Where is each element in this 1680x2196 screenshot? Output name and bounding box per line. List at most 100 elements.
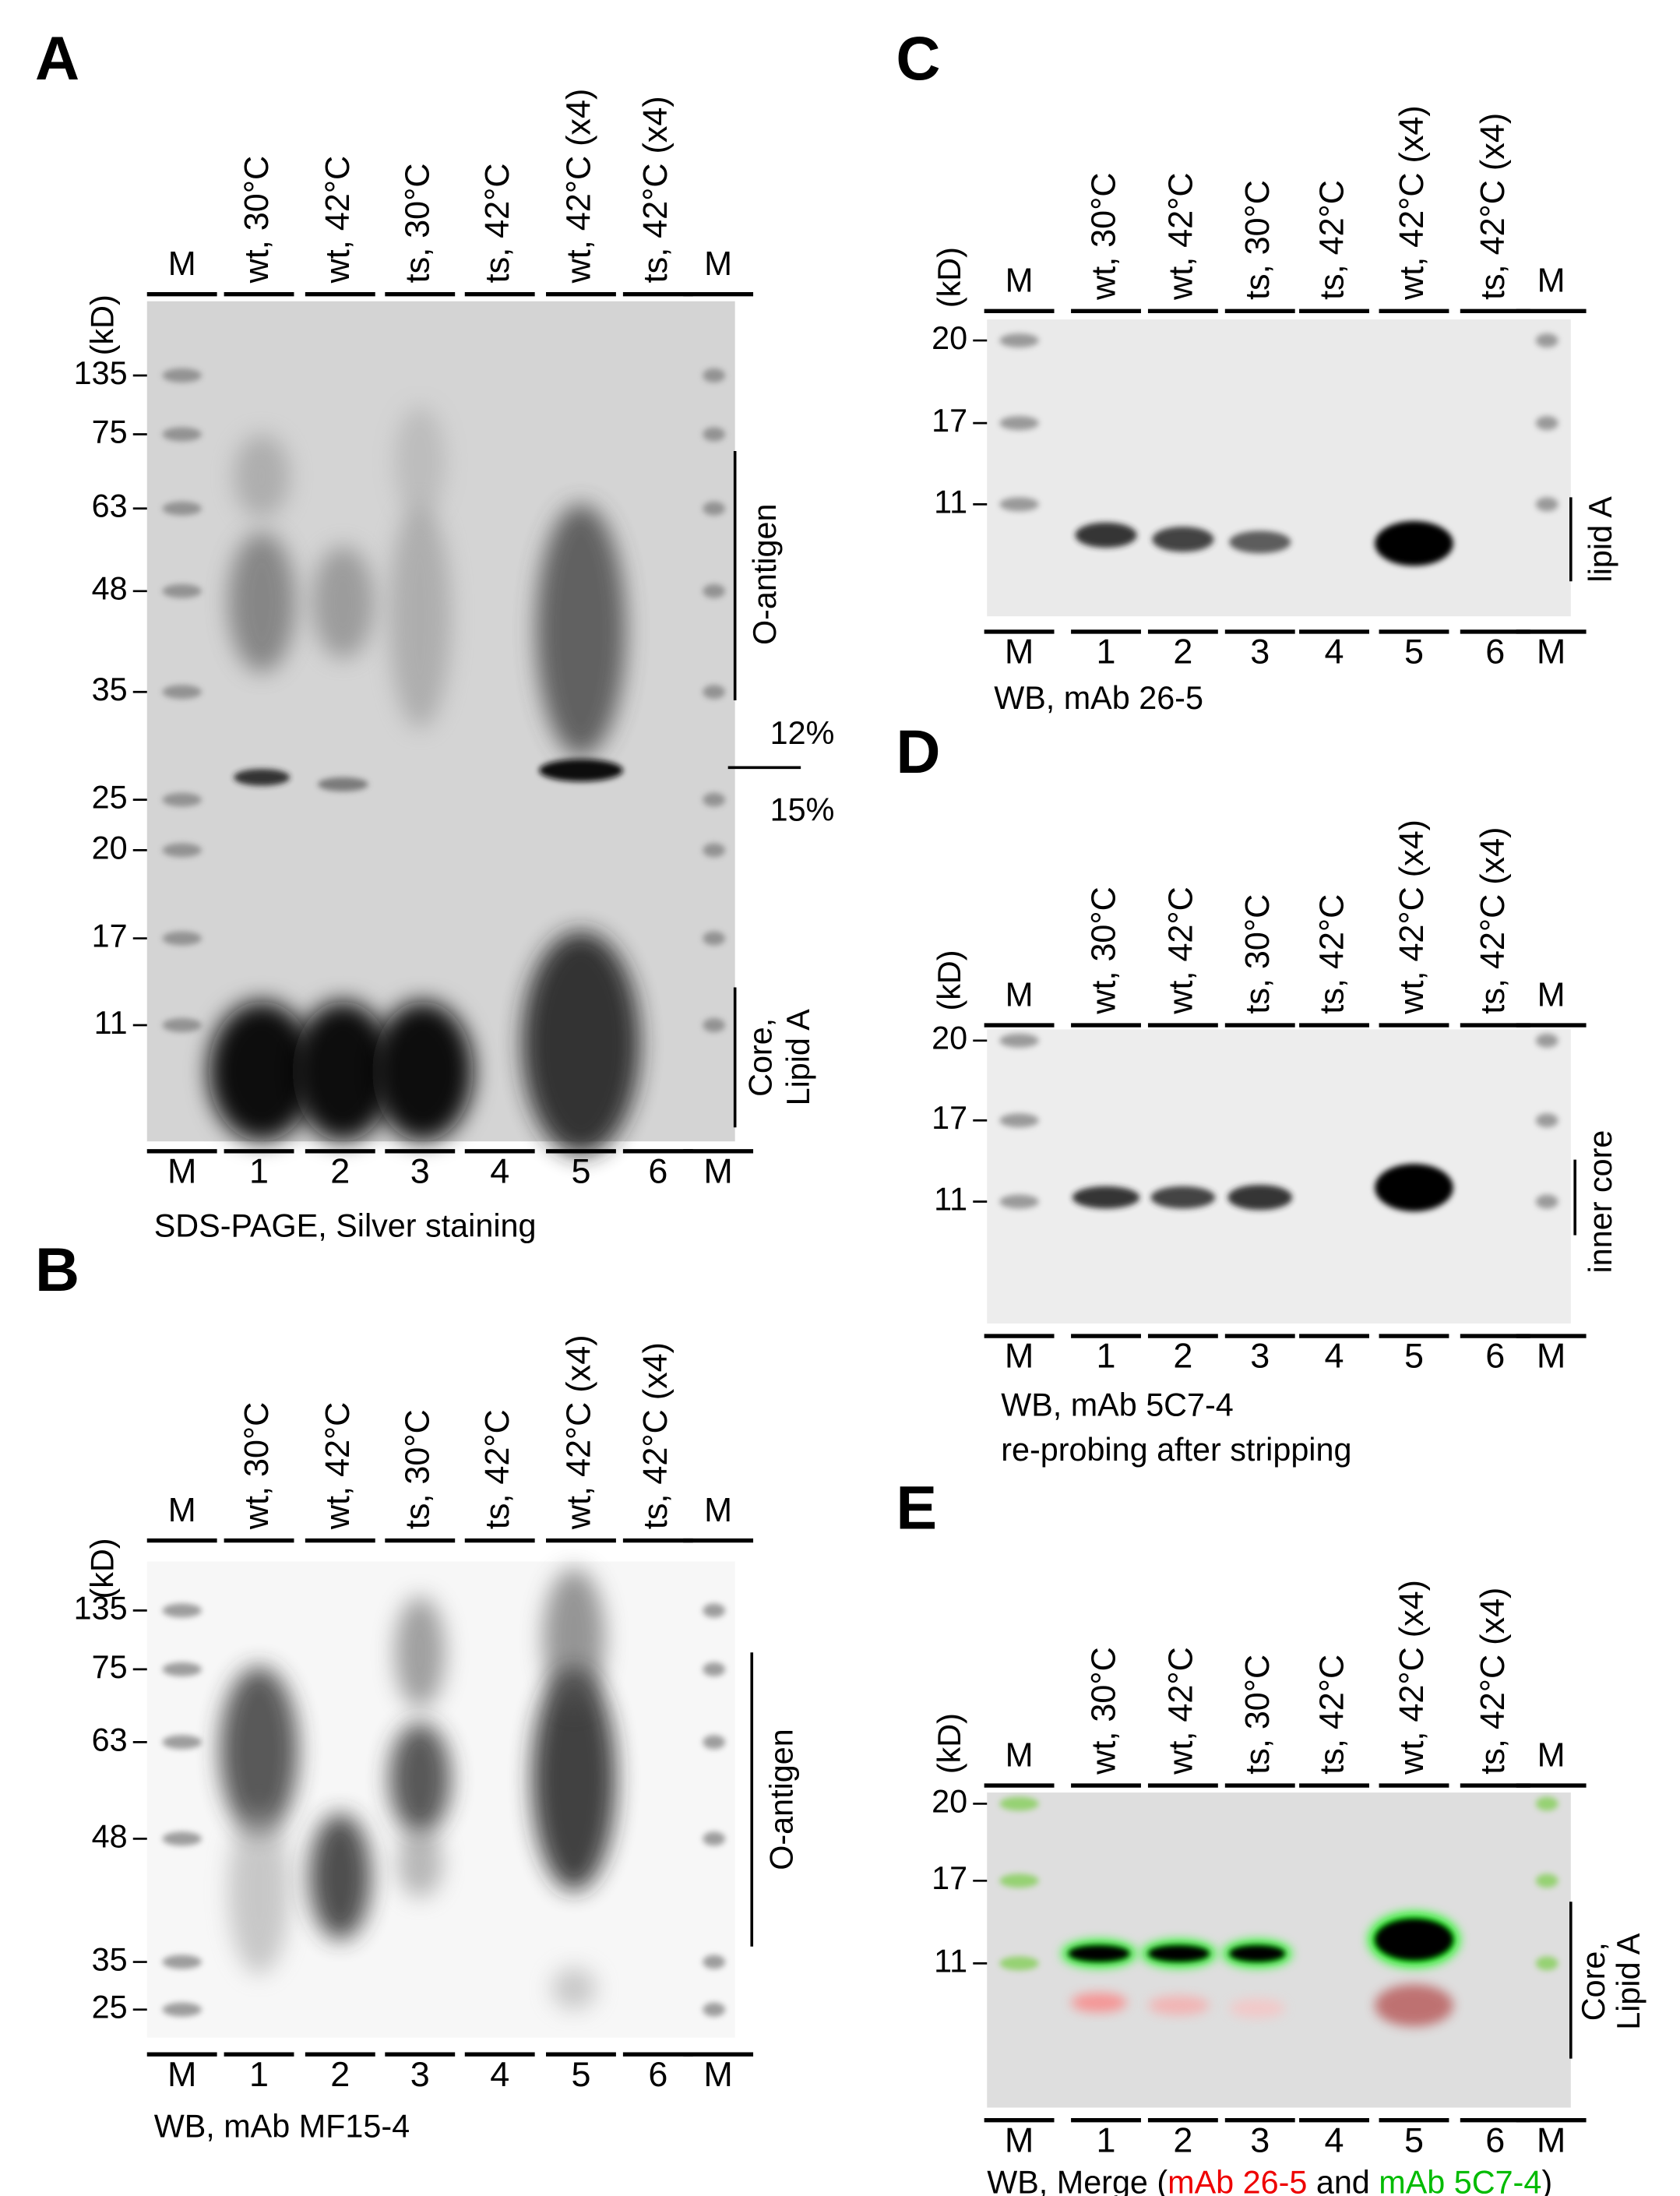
lane-header: ts, 30°C: [1239, 1655, 1277, 1775]
lane-header: wt, 30°C: [238, 156, 276, 284]
lane-header: wt, 42°C: [1162, 172, 1199, 300]
lane-number: 4: [490, 2054, 509, 2094]
marker-label: 11: [934, 484, 967, 520]
sample-band: [389, 504, 451, 728]
ladder-band: [703, 1662, 726, 1676]
lane-number: 5: [1404, 2120, 1424, 2159]
caption-part: and: [1307, 2164, 1379, 2196]
lane-header: wt, 42°C (x4): [560, 89, 597, 284]
lane-number: 6: [1485, 1336, 1505, 1376]
lane-header: ts, 30°C: [1239, 180, 1277, 300]
ladder-band: [703, 583, 726, 598]
ladder-band: [703, 2002, 726, 2017]
lane-number: 1: [249, 2054, 269, 2094]
ladder-band: [162, 368, 202, 382]
lane-number: M: [703, 2054, 732, 2094]
ladder-band: [703, 1603, 726, 1618]
sample-band: [543, 1568, 605, 1709]
sample-band: [522, 931, 640, 1156]
ladder-band: [1535, 1796, 1558, 1811]
ladder-band: [162, 427, 202, 442]
ladder-band: [162, 843, 202, 858]
ladder-band: [162, 1603, 202, 1618]
ladder-band: [162, 792, 202, 807]
sample-band: [389, 1722, 451, 1835]
lane-header: ts, 30°C: [1239, 894, 1277, 1014]
side-label: inner core: [1583, 1130, 1618, 1274]
lane-number: 3: [410, 1151, 430, 1190]
lane-header: ts, 42°C: [479, 1409, 516, 1529]
lane-header: wt, 42°C: [1162, 1647, 1199, 1775]
sample-band: [1068, 1944, 1130, 1962]
caption-part: WB, Merge (: [987, 2164, 1168, 2196]
ladder-band: [1535, 1033, 1558, 1048]
ladder-band: [999, 1033, 1039, 1048]
lane-header: ts, 42°C: [1313, 894, 1351, 1014]
lane-number: 1: [249, 1151, 269, 1190]
sample-band: [394, 406, 446, 519]
lane-header: wt, 30°C: [1085, 172, 1122, 300]
ladder-band: [1535, 1873, 1558, 1888]
side-label: Lipid A: [780, 1009, 816, 1106]
sample-band: [1147, 1995, 1210, 2015]
lane-number: 3: [1250, 2120, 1270, 2159]
lane-header: ts, 42°C (x4): [1474, 1588, 1512, 1775]
panel-letter: A: [35, 23, 79, 93]
ladder-band: [162, 1831, 202, 1846]
ladder-band: [999, 1873, 1039, 1888]
caption-part: mAb 5C7-4: [1379, 2164, 1541, 2196]
unit-label: (kD): [85, 1538, 121, 1599]
lane-number: 4: [490, 1151, 509, 1190]
lane-number: 5: [1404, 632, 1424, 671]
sample-band: [532, 1666, 616, 1891]
lane-header: M: [1006, 976, 1034, 1013]
marker-label: 11: [934, 1181, 967, 1217]
marker-label: 20: [932, 1783, 967, 1819]
ladder-band: [162, 583, 202, 598]
side-label: lipid A: [1583, 496, 1618, 583]
lane-number: M: [1537, 2120, 1566, 2159]
lane-number: 4: [1325, 1336, 1344, 1376]
lane-header: wt, 42°C (x4): [1393, 105, 1431, 301]
ladder-band: [1535, 416, 1558, 431]
ladder-band: [162, 1735, 202, 1750]
ladder-band: [703, 685, 726, 700]
lane-header: wt, 42°C (x4): [560, 1334, 597, 1530]
side-label: Core,: [743, 1018, 779, 1097]
lane-number: 6: [1485, 632, 1505, 671]
ladder-band: [999, 1113, 1039, 1128]
ladder-band: [1535, 497, 1558, 512]
lane-number: M: [167, 1151, 196, 1190]
ladder-band: [703, 1831, 726, 1846]
sample-band: [1375, 1163, 1453, 1212]
marker-label: 17: [932, 1860, 967, 1896]
lane-header: ts, 30°C: [400, 1409, 437, 1529]
caption-part: ): [1541, 2164, 1552, 2196]
sample-band: [1071, 1993, 1127, 2013]
marker-label: 11: [934, 1943, 967, 1979]
ladder-band: [999, 497, 1039, 512]
side-label: 12%: [770, 715, 835, 751]
lane-header: wt, 30°C: [238, 1402, 276, 1530]
lane-header: M: [1006, 263, 1034, 300]
panel-letter: C: [896, 23, 940, 93]
ladder-band: [162, 685, 202, 700]
lane-header: ts, 42°C: [479, 163, 516, 283]
lane-header: wt, 30°C: [1085, 887, 1122, 1014]
lane-header: ts, 42°C: [1313, 180, 1351, 300]
side-label: O-antigen: [747, 503, 783, 645]
ladder-band: [1535, 333, 1558, 348]
sample-band: [318, 777, 368, 791]
marker-label: 63: [92, 488, 128, 524]
marker-label: 35: [92, 671, 128, 707]
marker-label: 20: [92, 830, 128, 865]
sample-band: [536, 504, 626, 756]
ladder-band: [703, 792, 726, 807]
caption: WB, mAb 5C7-4: [1001, 1387, 1234, 1423]
ladder-band: [1535, 1956, 1558, 1971]
lane-number: 5: [1404, 1336, 1424, 1376]
lane-header: ts, 30°C: [400, 163, 437, 283]
sample-band: [394, 1596, 446, 1709]
ladder-band: [162, 501, 202, 516]
lane-header: ts, 42°C (x4): [637, 1342, 674, 1529]
